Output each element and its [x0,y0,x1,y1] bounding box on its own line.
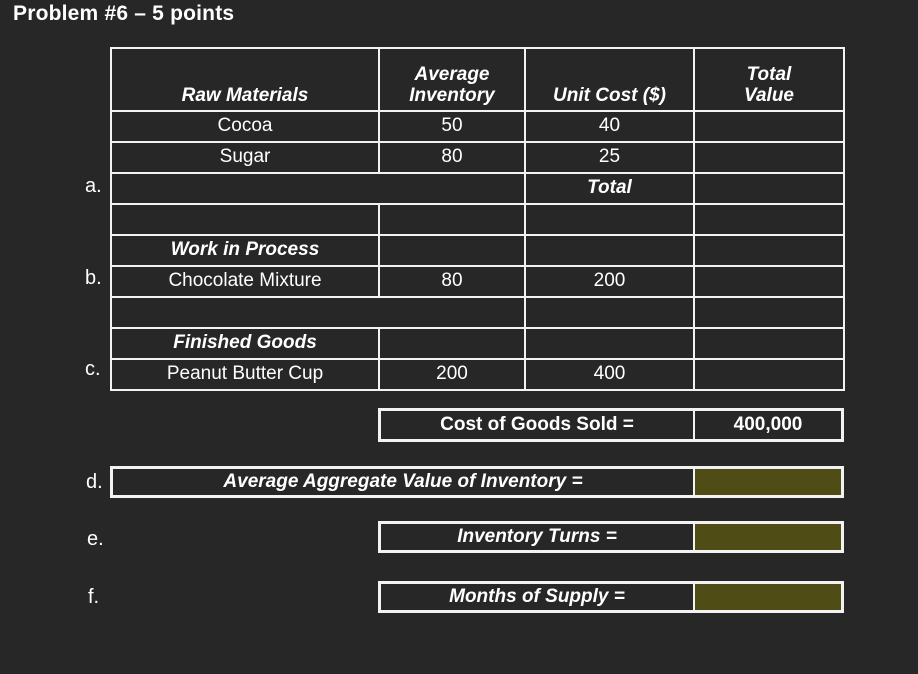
cell-chocolate-mixture-name: Chocolate Mixture [110,265,380,298]
table-row-spacer [110,203,845,236]
empty-cell [524,203,695,236]
empty-cell [524,327,695,360]
table-row-chocolate-mixture: Chocolate Mixture 80 200 [110,265,845,298]
row-label-b: b. [85,267,102,289]
answer-cell-chocolate-mixture-total-value[interactable] [693,265,845,298]
header-raw-materials: Raw Materials [110,47,380,112]
empty-cell [693,234,845,267]
cell-total-label: Total [524,172,695,205]
table-row-work-in-process-heading: Work in Process [110,234,845,267]
aggregate-inventory-label: Average Aggregate Value of Inventory = [113,469,695,495]
answer-cell-raw-materials-total[interactable] [693,172,845,205]
answer-cell-inventory-turns[interactable] [695,524,841,550]
cell-chocolate-mixture-average-inventory: 80 [378,265,526,298]
empty-cell [693,203,845,236]
header-average-inventory: Average Inventory [378,47,526,112]
cell-finished-goods-heading: Finished Goods [110,327,380,360]
header-row: Raw Materials Average Inventory Unit Cos… [110,47,845,112]
answer-cell-months-of-supply[interactable] [695,584,841,610]
table-row-raw-materials-total: Total [110,172,845,205]
answer-cell-peanut-butter-cup-total-value[interactable] [693,358,845,391]
row-label-e: e. [87,528,104,550]
cost-of-goods-sold-label: Cost of Goods Sold = [381,411,695,439]
cell-cocoa-average-inventory: 50 [378,110,526,143]
cost-of-goods-sold-box: Cost of Goods Sold = 400,000 [378,408,844,442]
empty-cell [693,296,845,329]
empty-cell [110,296,526,329]
empty-cell [524,234,695,267]
inventory-table: Raw Materials Average Inventory Unit Cos… [110,47,845,391]
answer-cell-cocoa-total-value[interactable] [693,110,845,143]
empty-cell [378,234,526,267]
months-of-supply-box: Months of Supply = [378,581,844,613]
cell-chocolate-mixture-unit-cost: 200 [524,265,695,298]
cell-cocoa-unit-cost: 40 [524,110,695,143]
row-label-f: f. [88,586,100,608]
empty-cell [524,296,695,329]
cell-sugar-unit-cost: 25 [524,141,695,174]
aggregate-inventory-box: Average Aggregate Value of Inventory = [110,466,844,498]
empty-cell [378,203,526,236]
page-title: Problem #6 – 5 points [13,2,235,25]
answer-cell-aggregate-inventory[interactable] [695,469,841,495]
answer-cell-sugar-total-value[interactable] [693,141,845,174]
row-label-a: a. [85,175,102,197]
table-row-sugar: Sugar 80 25 [110,141,845,174]
cell-work-in-process-heading: Work in Process [110,234,380,267]
empty-cell [693,327,845,360]
row-label-d: d. [86,471,103,493]
table-row-cocoa: Cocoa 50 40 [110,110,845,143]
cell-peanut-butter-cup-average-inventory: 200 [378,358,526,391]
empty-cell [378,327,526,360]
table-row-finished-goods-heading: Finished Goods [110,327,845,360]
table-row-peanut-butter-cup: Peanut Butter Cup 200 400 [110,358,845,391]
header-total-value: Total Value [693,47,845,112]
row-label-c: c. [85,358,101,380]
cell-peanut-butter-cup-name: Peanut Butter Cup [110,358,380,391]
inventory-turns-label: Inventory Turns = [381,524,695,550]
cell-cocoa-name: Cocoa [110,110,380,143]
table-row-spacer [110,296,845,329]
cell-sugar-name: Sugar [110,141,380,174]
empty-cell [110,203,380,236]
cell-peanut-butter-cup-unit-cost: 400 [524,358,695,391]
months-of-supply-label: Months of Supply = [381,584,695,610]
header-unit-cost: Unit Cost ($) [524,47,695,112]
empty-cell [110,172,526,205]
cell-sugar-average-inventory: 80 [378,141,526,174]
cost-of-goods-sold-value: 400,000 [733,414,803,435]
inventory-turns-box: Inventory Turns = [378,521,844,553]
